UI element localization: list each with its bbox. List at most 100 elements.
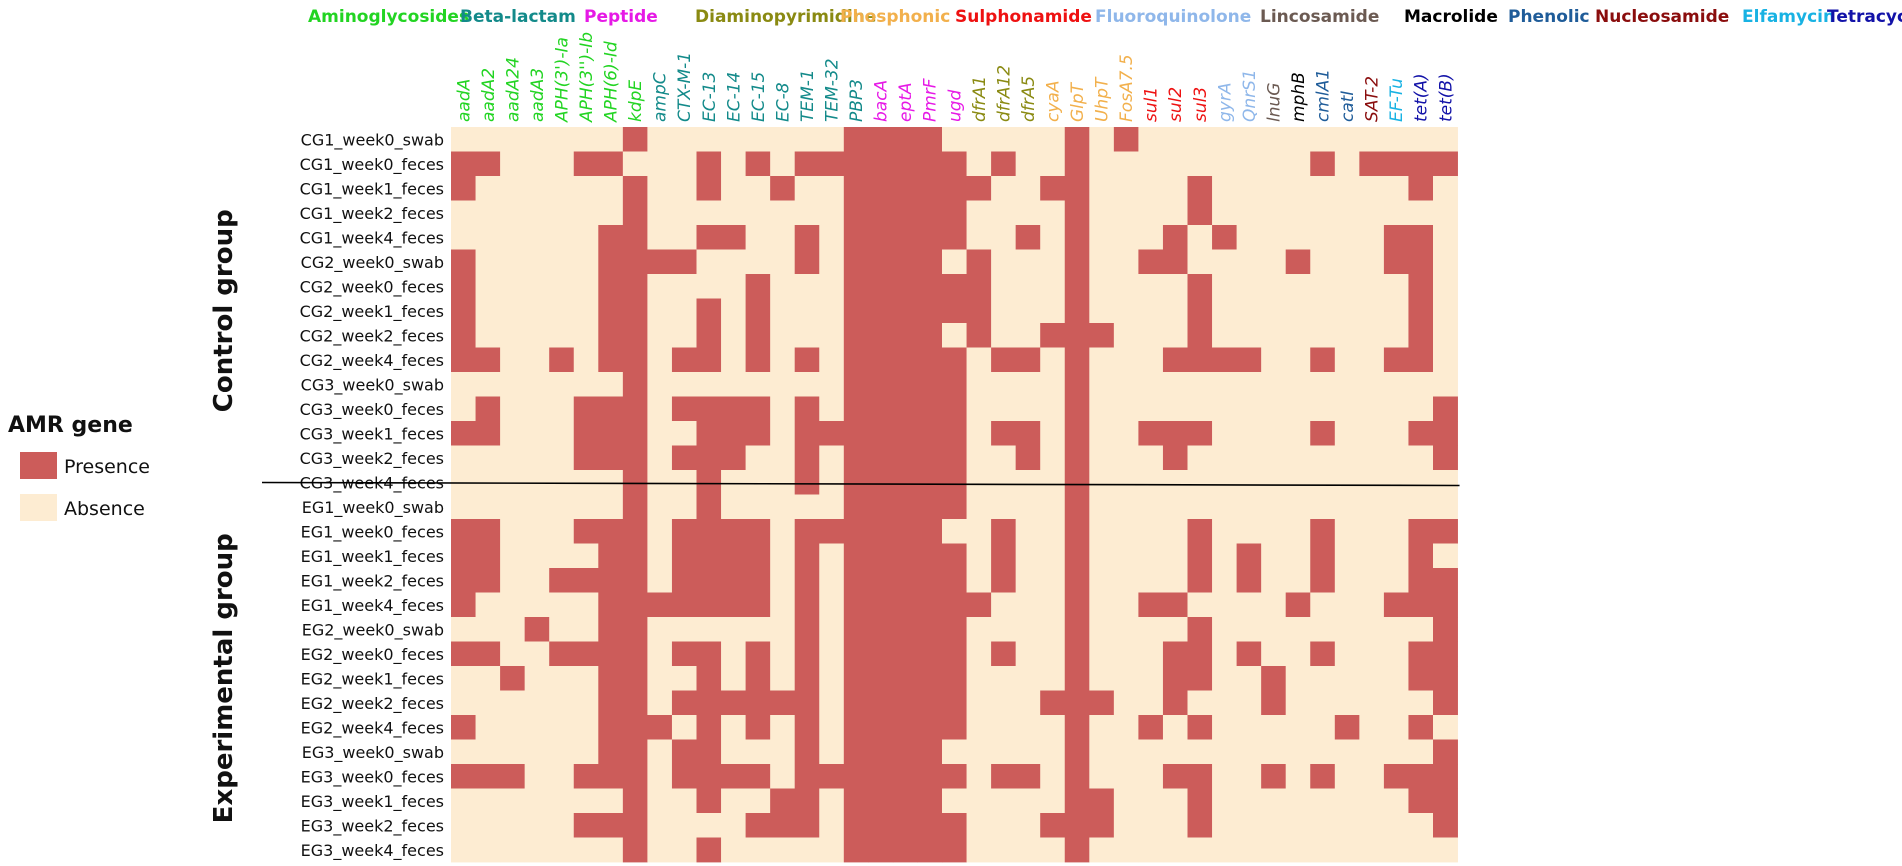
cell-eg1-week2-feces-cmla1 xyxy=(1310,568,1336,593)
cell-cg3-week0-swab-tet-b xyxy=(1433,372,1458,397)
cell-eg2-week0-feces-ec-8 xyxy=(770,641,796,667)
cell-cg2-week0-feces-aada3 xyxy=(524,274,550,299)
cell-eg2-week0-feces-ec-14 xyxy=(721,641,746,667)
cell-cg2-week1-feces-cati xyxy=(1334,298,1360,324)
cell-eg1-week4-feces-gyra xyxy=(1212,592,1237,618)
cell-cg2-week1-feces-fosa7-5 xyxy=(1113,298,1139,324)
cell-eg2-week4-feces-ugd xyxy=(942,715,967,740)
cell-eg3-week1-feces-aada3 xyxy=(524,788,550,814)
cell-eg3-week2-feces-uhpt xyxy=(1089,813,1115,838)
cell-eg2-week0-swab-lnug xyxy=(1261,617,1287,642)
cell-cg2-week2-feces-ec-14 xyxy=(721,323,746,348)
row-label-eg1-week1-feces: EG1_week1_feces xyxy=(301,547,444,567)
cell-cg1-week4-feces-ec-15 xyxy=(745,225,771,250)
cell-cg2-week2-feces-ec-15 xyxy=(745,323,771,348)
cell-cg3-week4-feces-ec-13 xyxy=(696,470,722,495)
cell-cg1-week2-feces-dfra1 xyxy=(966,200,992,226)
cell-cg3-week0-feces-aada24 xyxy=(500,396,526,422)
cell-eg3-week4-feces-cati xyxy=(1334,837,1360,863)
row-label-cg1-week4-feces: CG1_week4_feces xyxy=(300,228,444,248)
cell-cg1-week0-feces-kdpe xyxy=(622,151,648,177)
cell-eg1-week4-feces-dfra1 xyxy=(966,592,992,618)
cell-eg3-week0-feces-cati xyxy=(1334,764,1360,789)
row-label-eg2-week2-feces: EG2_week2_feces xyxy=(301,694,444,714)
cell-cg1-week0-swab-aph-6-id xyxy=(598,127,624,152)
cell-eg1-week0-swab-aada24 xyxy=(500,494,526,520)
cell-eg2-week4-feces-pmrf xyxy=(917,715,943,740)
cell-cg2-week4-feces-tet-a xyxy=(1408,347,1434,373)
cell-cg1-week0-swab-pmrf xyxy=(917,127,943,152)
cell-eg1-week0-feces-sul2 xyxy=(1162,519,1188,544)
cell-eg3-week4-feces-sul2 xyxy=(1162,837,1188,863)
cell-cg2-week4-feces-ugd xyxy=(942,347,967,373)
cell-cg3-week2-feces-glpt xyxy=(1064,445,1090,471)
cell-eg2-week0-feces-aph-6-id xyxy=(598,641,624,667)
cell-cg1-week4-feces-fosa7-5 xyxy=(1113,225,1139,250)
gene-label-baca: bacA xyxy=(872,80,892,122)
cell-eg3-week0-feces-cmla1 xyxy=(1310,764,1336,789)
cell-cg3-week1-feces-fosa7-5 xyxy=(1113,421,1139,446)
cell-eg1-week4-feces-qnrs1 xyxy=(1236,592,1262,618)
cell-eg3-week4-feces-mphb xyxy=(1285,837,1311,863)
cell-cg1-week2-feces-aph-3-ib xyxy=(573,200,599,226)
cell-eg2-week4-feces-dfra5 xyxy=(1015,715,1041,740)
cell-eg3-week4-feces-epta xyxy=(892,837,918,863)
cell-eg3-week0-feces-ec-15 xyxy=(745,764,771,789)
cell-cg3-week2-feces-uhpt xyxy=(1089,445,1115,471)
cell-eg3-week0-feces-sul1 xyxy=(1138,764,1164,789)
cell-cg3-week4-feces-sul1 xyxy=(1138,470,1164,495)
cell-eg3-week1-feces-aph-3-ia xyxy=(549,788,575,814)
cell-eg2-week1-feces-lnug xyxy=(1261,666,1287,691)
gene-label-ec-13: EC-13 xyxy=(700,72,720,122)
cell-cg1-week4-feces-gyra xyxy=(1212,225,1237,250)
cell-eg2-week0-feces-aada2 xyxy=(475,641,501,667)
cell-eg3-week1-feces-cmla1 xyxy=(1310,788,1336,814)
cell-cg2-week2-feces-ctx-m-1 xyxy=(671,323,697,348)
cell-cg2-week0-feces-ec-8 xyxy=(770,274,796,299)
cell-eg1-week1-feces-aada3 xyxy=(524,543,550,569)
cell-cg2-week0-feces-mphb xyxy=(1285,274,1311,299)
cell-cg3-week4-feces-tem-32 xyxy=(819,470,845,495)
cell-cg3-week0-swab-sat-2 xyxy=(1359,372,1385,397)
cell-cg2-week0-swab-fosa7-5 xyxy=(1113,249,1139,275)
cell-eg1-week1-feces-ugd xyxy=(942,543,967,569)
cell-cg3-week4-feces-pbp3 xyxy=(843,470,869,495)
cell-cg2-week0-swab-tet-a xyxy=(1408,249,1434,275)
cell-eg1-week0-feces-pbp3 xyxy=(843,519,869,544)
gene-label-aada2: aadA2 xyxy=(479,68,499,122)
cell-cg2-week0-swab-qnrs1 xyxy=(1236,249,1262,275)
cell-cg1-week0-feces-sul3 xyxy=(1187,151,1213,177)
cell-eg1-week0-feces-ampc xyxy=(647,519,673,544)
cell-eg1-week2-feces-baca xyxy=(868,568,894,593)
cell-cg2-week4-feces-lnug xyxy=(1261,347,1287,373)
cell-eg2-week1-feces-aph-3-ia xyxy=(549,666,575,691)
cell-eg1-week4-feces-aph-3-ia xyxy=(549,592,575,618)
cell-cg3-week2-feces-tet-b xyxy=(1433,445,1458,471)
cell-cg3-week0-feces-aph-3-ib xyxy=(573,396,599,422)
cell-cg2-week0-swab-ec-8 xyxy=(770,249,796,275)
cell-cg2-week1-feces-ampc xyxy=(647,298,673,324)
cell-eg1-week0-feces-aph-6-id xyxy=(598,519,624,544)
cell-cg2-week1-feces-tem-32 xyxy=(819,298,845,324)
cell-cg2-week1-feces-aph-3-ib xyxy=(573,298,599,324)
cell-cg2-week4-feces-fosa7-5 xyxy=(1113,347,1139,373)
cell-eg3-week4-feces-ec-14 xyxy=(721,837,746,863)
cell-eg1-week2-feces-aph-3-ib xyxy=(573,568,599,593)
cell-eg3-week0-feces-dfra12 xyxy=(991,764,1017,789)
cell-cg1-week2-feces-qnrs1 xyxy=(1236,200,1262,226)
cell-eg2-week0-feces-ec-13 xyxy=(696,641,722,667)
cell-cg1-week2-feces-sul2 xyxy=(1162,200,1188,226)
cell-cg1-week4-feces-sat-2 xyxy=(1359,225,1385,250)
row-label-cg2-week0-feces: CG2_week0_feces xyxy=(300,277,444,297)
cell-cg1-week4-feces-ampc xyxy=(647,225,673,250)
cell-cg3-week0-feces-sul3 xyxy=(1187,396,1213,422)
cell-eg1-week0-swab-sul3 xyxy=(1187,494,1213,520)
cell-eg1-week0-swab-lnug xyxy=(1261,494,1287,520)
cell-eg2-week0-swab-ec-8 xyxy=(770,617,796,642)
cell-cg1-week0-swab-mphb xyxy=(1285,127,1311,152)
cell-cg3-week1-feces-sul1 xyxy=(1138,421,1164,446)
cell-eg3-week0-swab-glpt xyxy=(1064,739,1090,765)
cell-cg1-week2-feces-lnug xyxy=(1261,200,1287,226)
cell-eg1-week1-feces-tem-1 xyxy=(794,543,820,569)
cell-cg2-week0-swab-kdpe xyxy=(622,249,648,275)
